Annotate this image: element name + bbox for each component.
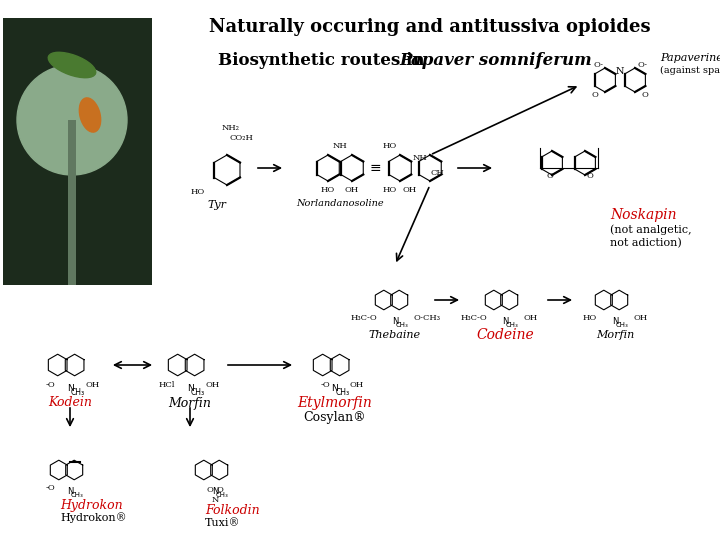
Text: Naturally occuring and antitussiva opioides: Naturally occuring and antitussiva opioi… [210, 18, 651, 36]
Text: NH: NH [333, 142, 347, 150]
Text: Hydrokon®: Hydrokon® [60, 512, 127, 523]
Text: Tyr: Tyr [207, 200, 227, 210]
Circle shape [17, 65, 127, 175]
Text: HCl: HCl [158, 381, 175, 389]
Text: Morfin: Morfin [168, 396, 212, 409]
Text: -O: -O [45, 484, 55, 492]
Text: O-: O- [593, 61, 603, 69]
Text: Thebaine: Thebaine [369, 330, 421, 340]
Text: -O: -O [45, 381, 55, 389]
Text: CH₃: CH₃ [505, 322, 518, 328]
Ellipse shape [48, 52, 96, 78]
Text: NH₂: NH₂ [222, 124, 240, 132]
Text: O-: O- [637, 61, 647, 69]
Text: Hydrokon: Hydrokon [60, 498, 122, 511]
Text: (not analgetic,: (not analgetic, [610, 225, 692, 235]
Text: Papaverine: Papaverine [660, 53, 720, 63]
Text: CH₃: CH₃ [191, 388, 204, 397]
Ellipse shape [79, 98, 101, 132]
Text: N: N [392, 316, 398, 326]
Text: N: N [67, 487, 73, 496]
Text: CO₂H: CO₂H [230, 134, 254, 142]
Text: N: N [612, 316, 618, 326]
Text: HO: HO [191, 188, 205, 196]
Text: HO: HO [383, 186, 397, 194]
Text: ≡: ≡ [369, 161, 381, 175]
Text: Folkodin: Folkodin [205, 503, 260, 516]
Text: N: N [67, 383, 73, 393]
Text: Morfin: Morfin [596, 330, 634, 340]
Text: OH: OH [403, 186, 417, 194]
Text: CH₃: CH₃ [616, 322, 629, 328]
Text: O: O [587, 172, 593, 180]
Text: N: N [211, 496, 219, 504]
Text: OH: OH [85, 381, 99, 389]
Text: (against spasms): (against spasms) [660, 65, 720, 75]
Text: NH: NH [413, 154, 428, 162]
Text: OH: OH [205, 381, 220, 389]
Text: Cosylan®: Cosylan® [304, 411, 366, 424]
Text: Noskapin: Noskapin [610, 208, 677, 222]
Text: O: O [592, 91, 598, 99]
Text: O: O [642, 91, 649, 99]
Text: CH₃: CH₃ [71, 388, 85, 397]
Text: N: N [186, 383, 194, 393]
Text: CH₃: CH₃ [215, 492, 228, 498]
Text: O: O [207, 486, 213, 494]
Text: Papaver somniferum: Papaver somniferum [399, 52, 592, 69]
Text: N: N [212, 487, 218, 496]
Text: CH₃: CH₃ [395, 322, 408, 328]
Text: Tuxi®: Tuxi® [205, 518, 240, 528]
Bar [3, 18, 152, 285]
Text: -O: -O [320, 381, 330, 389]
Text: O: O [217, 486, 223, 494]
Text: O: O [546, 172, 554, 180]
Text: Etylmorfin: Etylmorfin [297, 396, 372, 410]
Text: OH: OH [345, 186, 359, 194]
Text: OH: OH [633, 314, 647, 322]
Text: N: N [616, 68, 624, 77]
Text: HO: HO [582, 314, 597, 322]
Bar [68, 120, 76, 285]
Text: CH₃: CH₃ [336, 388, 350, 397]
Text: CH₃: CH₃ [71, 492, 84, 498]
Text: Kodein: Kodein [48, 396, 92, 409]
Text: HO: HO [321, 186, 335, 194]
Text: OH: OH [523, 314, 537, 322]
Text: Codeine: Codeine [476, 328, 534, 342]
Text: not adiction): not adiction) [610, 238, 682, 248]
Text: Biosynthetic routes in: Biosynthetic routes in [218, 52, 436, 69]
Text: CH: CH [430, 169, 444, 177]
Text: H₃C-O: H₃C-O [460, 314, 487, 322]
Bar [3, 18, 152, 285]
Text: N: N [332, 383, 338, 393]
Text: N: N [502, 316, 508, 326]
Text: O-CH₃: O-CH₃ [413, 314, 440, 322]
Text: OH: OH [350, 381, 364, 389]
Text: H₃C-O: H₃C-O [350, 314, 377, 322]
Text: Norlandanosoline: Norlandanosoline [296, 199, 384, 207]
Text: HO: HO [383, 142, 397, 150]
